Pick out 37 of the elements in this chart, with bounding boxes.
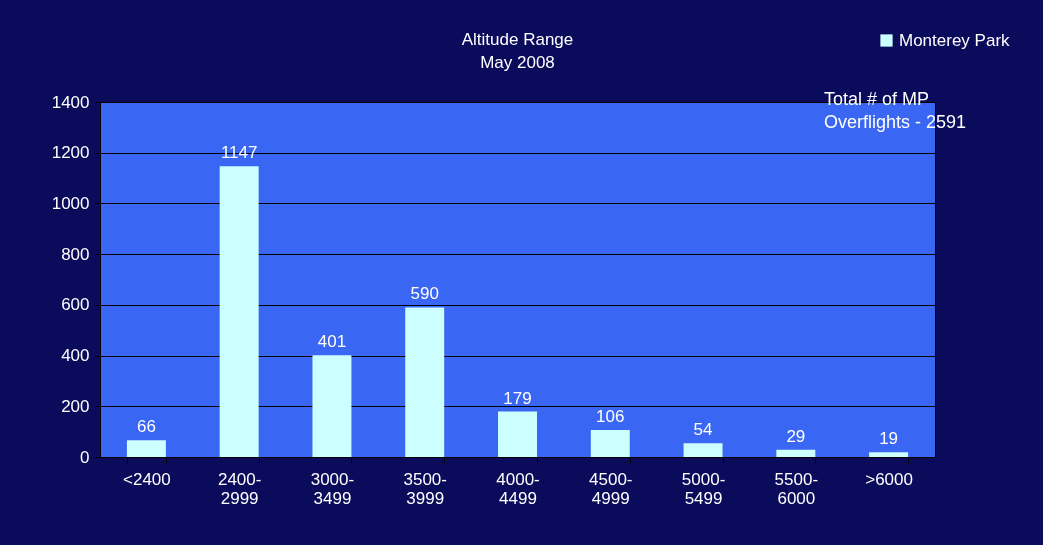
x-tick-label: 5000-5499	[681, 469, 726, 508]
x-tick-label: 5500-6000	[774, 469, 819, 508]
x-tick-label: >6000	[865, 469, 913, 489]
y-tick-label: 200	[61, 396, 90, 416]
y-tick-label: 800	[61, 244, 90, 264]
data-label: 179	[503, 388, 532, 408]
bar	[683, 443, 723, 457]
data-label: 19	[879, 429, 899, 449]
bar	[498, 411, 537, 457]
x-tick-label: 4500-4999	[589, 469, 633, 508]
y-tick-label: 400	[61, 346, 90, 366]
y-tick-label: 0	[80, 447, 90, 467]
bar	[405, 307, 445, 457]
x-tick-label: 2400-2999	[217, 469, 262, 508]
data-label: 66	[136, 417, 156, 437]
x-tick-label: 4000-4499	[496, 469, 540, 508]
chart-title: Altitude Range	[461, 30, 574, 49]
data-label: 590	[410, 284, 439, 304]
bar	[126, 440, 166, 457]
y-tick-label: 1400	[51, 92, 90, 112]
data-label: 401	[317, 332, 347, 352]
data-label: 54	[693, 420, 713, 440]
data-label: 106	[596, 407, 625, 427]
bar	[590, 430, 630, 457]
x-tick-label: 3000-3499	[310, 469, 355, 508]
x-tick-label: <2400	[123, 469, 171, 489]
data-label: 29	[786, 426, 806, 446]
y-tick-label: 1200	[51, 143, 90, 163]
legend-label: Monterey Park	[899, 30, 1011, 50]
bar	[219, 166, 259, 457]
chart-subtitle: May 2008	[479, 53, 556, 73]
bar	[312, 355, 352, 457]
y-tick-label: 1000	[51, 193, 90, 213]
bar	[776, 449, 816, 457]
x-tick-label: 3500-3999	[403, 469, 447, 508]
y-tick-label: 600	[61, 295, 90, 315]
bar	[869, 452, 909, 457]
